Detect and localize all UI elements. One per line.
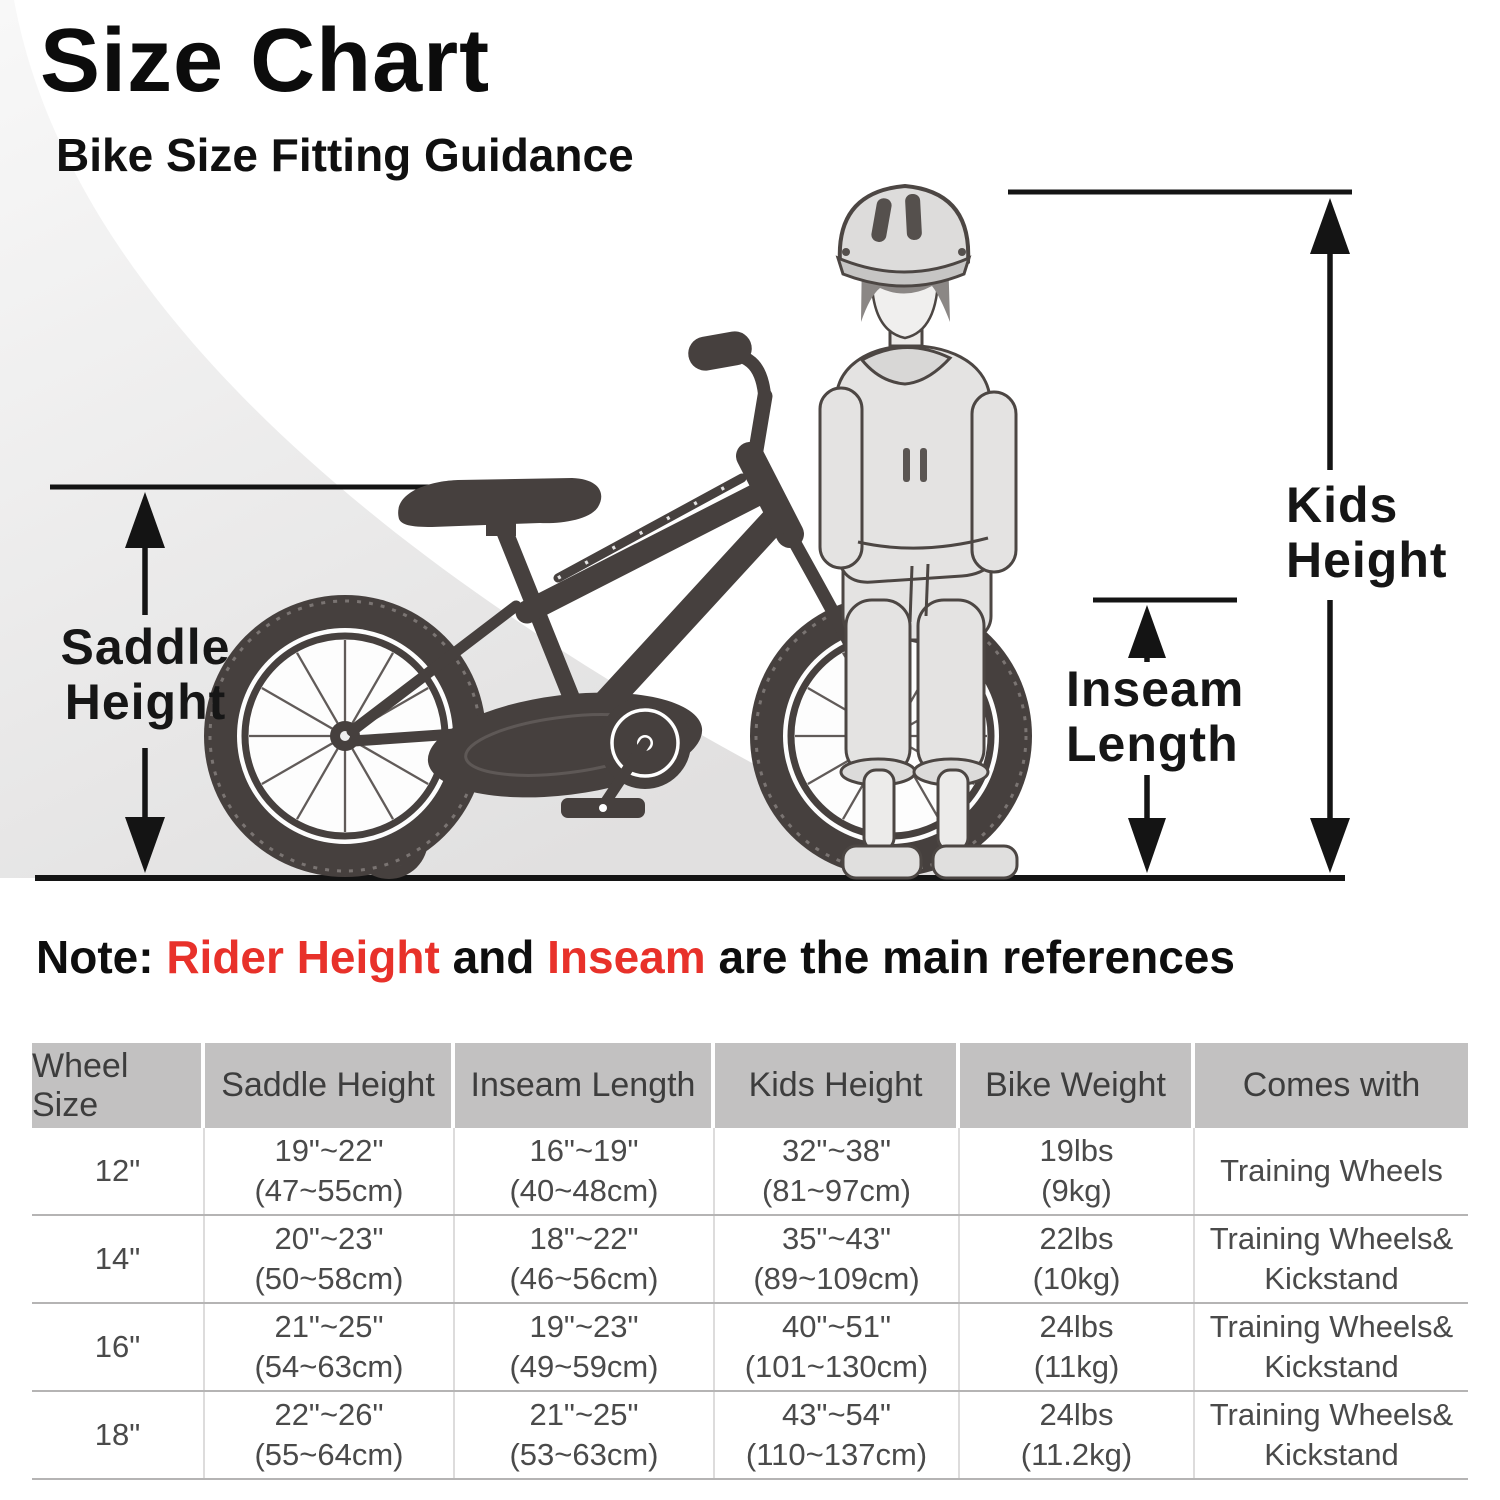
cell-kids: 32"~38" (81~97cm)	[715, 1128, 960, 1214]
cell-weight: 24lbs (11.2kg)	[960, 1392, 1195, 1478]
size-diagram-illustration	[0, 0, 1352, 881]
note-highlight-inseam: Inseam	[547, 931, 706, 983]
cell-wheel: 16"	[32, 1304, 205, 1390]
header-inseam-length: Inseam Length	[455, 1043, 715, 1128]
cell-weight: 19lbs (9kg)	[960, 1128, 1195, 1214]
cell-comes: Training Wheels& Kickstand	[1209, 1309, 1454, 1384]
note-line: Note: Rider Height and Inseam are the ma…	[36, 930, 1476, 984]
cell-comes: Training Wheels& Kickstand	[1209, 1221, 1454, 1296]
table-row-16in: 16" 21"~25" (54~63cm) 19"~23" (49~59cm) …	[32, 1304, 1468, 1392]
cell-weight: 24lbs (11kg)	[960, 1304, 1195, 1390]
cell-saddle: 22"~26" (55~64cm)	[205, 1392, 455, 1478]
header-kids-height: Kids Height	[715, 1043, 960, 1128]
table-row-18in: 18" 22"~26" (55~64cm) 21"~25" (53~63cm) …	[32, 1392, 1468, 1480]
cell-kids: 40"~51" (101~130cm)	[715, 1304, 960, 1390]
cell-comes: Training Wheels& Kickstand	[1209, 1397, 1454, 1472]
cell-comes: Training Wheels	[1220, 1153, 1443, 1188]
header-comes-with: Comes with	[1195, 1043, 1468, 1128]
inseam-length-label: Inseam Length	[1066, 661, 1245, 772]
cell-inseam: 16"~19" (40~48cm)	[455, 1128, 715, 1214]
page-title: Size Chart	[40, 11, 491, 111]
cell-wheel: 14"	[32, 1216, 205, 1302]
cell-saddle: 19"~22" (47~55cm)	[205, 1128, 455, 1214]
kids-height-label: Kids Height	[1286, 477, 1448, 588]
table-header-row: Wheel Size Saddle Height Inseam Length K…	[32, 1043, 1468, 1128]
kid-illustration	[818, 183, 1019, 880]
header-saddle-height: Saddle Height	[205, 1043, 455, 1128]
cell-saddle: 20"~23" (50~58cm)	[205, 1216, 455, 1302]
cell-kids: 35"~43" (89~109cm)	[715, 1216, 960, 1302]
cell-inseam: 21"~25" (53~63cm)	[455, 1392, 715, 1478]
rear-wheel	[204, 595, 486, 877]
note-middle: and	[439, 931, 548, 983]
cell-inseam: 19"~23" (49~59cm)	[455, 1304, 715, 1390]
header-bike-weight: Bike Weight	[960, 1043, 1195, 1128]
header-wheel-size: Wheel Size	[32, 1043, 205, 1128]
inseam-length-arrow	[1093, 597, 1237, 873]
cell-weight: 22lbs (10kg)	[960, 1216, 1195, 1302]
cell-kids: 43"~54" (110~137cm)	[715, 1392, 960, 1478]
size-table: Wheel Size Saddle Height Inseam Length K…	[32, 1043, 1468, 1480]
note-suffix: are the main references	[705, 931, 1235, 983]
kids-height-arrow	[1008, 189, 1352, 873]
cell-saddle: 21"~25" (54~63cm)	[205, 1304, 455, 1390]
saddle-height-label: Saddle Height	[60, 619, 231, 730]
table-row-14in: 14" 20"~23" (50~58cm) 18"~22" (46~56cm) …	[32, 1216, 1468, 1304]
page-subtitle: Bike Size Fitting Guidance	[56, 129, 634, 181]
cell-inseam: 18"~22" (46~56cm)	[455, 1216, 715, 1302]
table-row-12in: 12" 19"~22" (47~55cm) 16"~19" (40~48cm) …	[32, 1128, 1468, 1216]
cell-wheel: 12"	[32, 1128, 205, 1214]
note-highlight-rider-height: Rider Height	[166, 931, 440, 983]
note-prefix: Note:	[36, 931, 167, 983]
cell-wheel: 18"	[32, 1392, 205, 1478]
